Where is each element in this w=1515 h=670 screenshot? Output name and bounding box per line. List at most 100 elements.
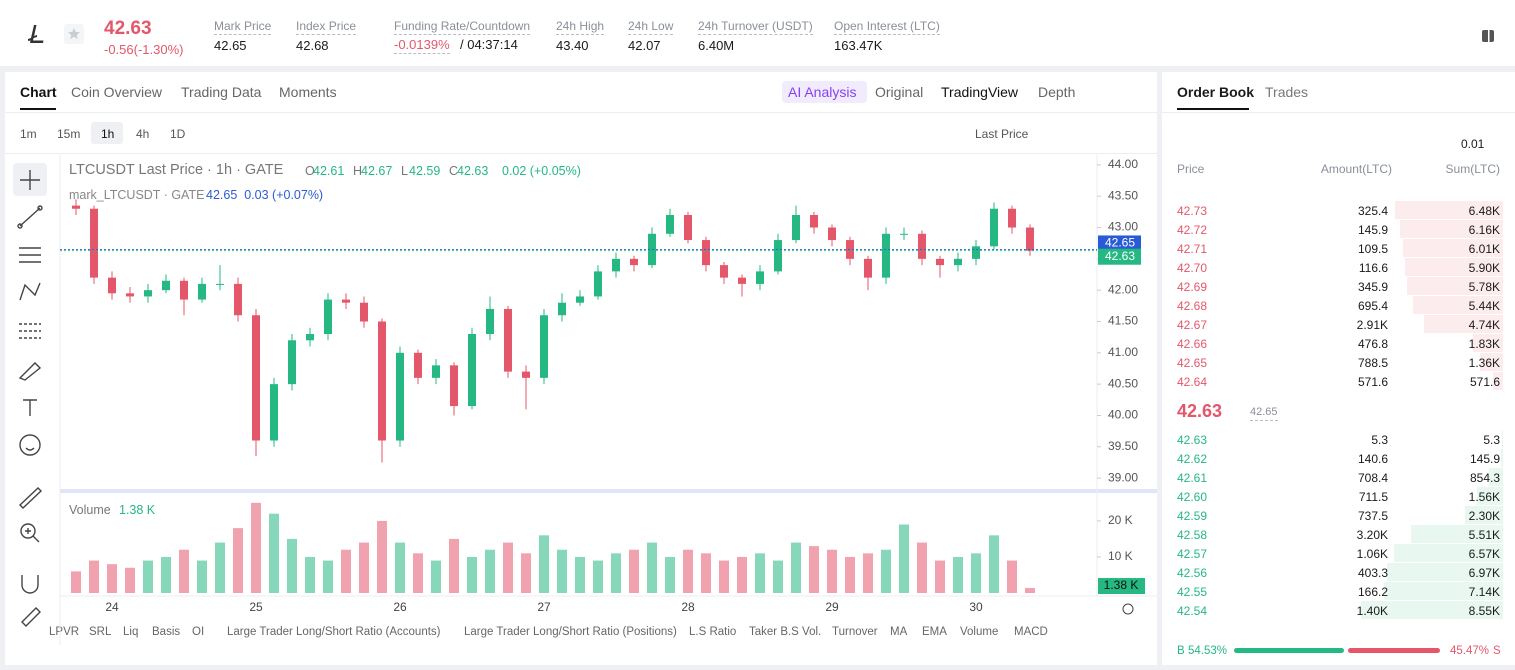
stat-value: 163.47K [834,38,883,53]
indicator[interactable]: EMA [922,626,947,638]
y-tick-label: 41.50 [1108,314,1138,328]
book-price[interactable]: 42.58 [1177,528,1208,542]
depth-bar [1501,449,1503,467]
stat-label[interactable]: 24h High [556,19,605,35]
candle-body [792,215,800,241]
volume-bar [935,560,945,593]
indicator[interactable]: MA [890,626,908,638]
sell-bar [1348,648,1440,653]
book-price[interactable]: 42.66 [1177,337,1208,351]
book-price[interactable]: 42.67 [1177,318,1208,332]
price-marker [1098,248,1141,265]
y-tick-label: 40.50 [1108,376,1138,390]
candle-body [126,293,134,297]
chart-tab[interactable]: Coin Overview [71,84,163,100]
timeframe[interactable]: 4h [136,127,150,141]
timeframe[interactable]: 15m [57,127,81,141]
book-price[interactable]: 42.60 [1177,490,1208,504]
favorite-star[interactable] [64,24,84,44]
indicator[interactable]: Turnover [832,626,878,638]
book-price[interactable]: 42.70 [1177,261,1208,275]
stat-label[interactable]: Open Interest (LTC) [834,19,940,35]
book-amount: 403.3 [1357,566,1388,580]
book-price[interactable]: 42.73 [1177,204,1208,218]
indicator[interactable]: SRL [89,626,112,638]
candle-body [486,308,494,335]
book-price[interactable]: 42.64 [1177,375,1208,389]
price-source[interactable]: Last Price [975,127,1029,141]
book-price[interactable]: 42.65 [1177,356,1208,370]
chart-tab[interactable]: Chart [20,84,57,100]
indicator[interactable]: Liq [123,626,139,638]
volume-bar [107,564,117,593]
stat-label[interactable]: Index Price [296,19,357,35]
indicator[interactable]: Volume [960,626,999,638]
candle-body [828,227,836,241]
precision[interactable]: 0.01 [1461,137,1485,151]
book-price[interactable]: 42.69 [1177,280,1208,294]
book-amount: 345.9 [1357,280,1388,294]
book-icon[interactable] [1480,28,1496,44]
legend-title: LTCUSDT Last Price · 1h · GATE [69,162,284,178]
x-tick-label: 25 [249,600,263,614]
chart-tab[interactable]: Moments [279,84,337,100]
book-price[interactable]: 42.71 [1177,242,1208,256]
book-tab[interactable]: Order Book [1177,84,1255,100]
book-price[interactable]: 42.56 [1177,566,1208,580]
ai-tab[interactable]: AI Analysis [788,84,857,100]
stat-label[interactable]: 24h Low [628,19,674,35]
book-amount: 325.4 [1357,204,1388,218]
candle-body [198,283,206,300]
volume-title: Volume [69,503,111,517]
timeframe[interactable]: 1D [170,127,186,141]
indicator[interactable]: MACD [1014,626,1048,638]
candle-body [594,271,602,297]
legend-value: 42.63 [457,164,489,178]
stat-label[interactable]: Funding Rate/Countdown [394,19,531,35]
x-tick-label: 29 [825,600,839,614]
depth-bar [1403,239,1503,257]
indicator[interactable]: Taker B.S Vol. [749,626,822,638]
book-price[interactable]: 42.63 [1177,433,1208,447]
view-tab[interactable]: Depth [1038,84,1076,100]
chart-tab[interactable]: Trading Data [181,84,262,100]
legend-value: 42.59 [409,164,441,178]
indicator[interactable]: Basis [152,626,181,638]
book-tab[interactable]: Trades [1265,84,1309,100]
candle-body [882,233,890,278]
indicator[interactable]: OI [192,626,205,638]
stat-label[interactable]: 24h Turnover (USDT) [698,19,813,35]
timeframe[interactable]: 1m [20,127,37,141]
candle-body [684,215,692,241]
view-tab[interactable]: Original [875,84,924,100]
view-tab[interactable]: TradingView [941,84,1019,100]
book-price[interactable]: 42.61 [1177,471,1208,485]
timeframe[interactable]: 1h [101,127,115,141]
candle-body [720,265,728,278]
volume-bar [143,560,153,593]
price-marker-label: 42.65 [1105,236,1135,250]
book-price[interactable]: 42.72 [1177,223,1208,237]
candle-body [540,315,548,378]
book-price[interactable]: 42.68 [1177,299,1208,313]
indicator[interactable]: L.S Ratio [689,626,737,638]
drawing-tools[interactable] [13,163,47,627]
depth-bar [1489,468,1503,486]
indicator[interactable]: LPVR [49,626,80,638]
volume-bar [899,524,909,593]
indicator[interactable]: Large Trader Long/Short Ratio (Positions… [464,626,677,638]
book-price[interactable]: 42.59 [1177,509,1208,523]
book-price[interactable]: 42.62 [1177,452,1208,466]
column-head: Price [1177,162,1205,176]
stat-label[interactable]: Mark Price [214,19,272,35]
candle-body [864,258,872,278]
book-price[interactable]: 42.57 [1177,547,1208,561]
indicator[interactable]: Large Trader Long/Short Ratio (Accounts) [227,626,441,638]
candle-body [1026,227,1034,251]
book-price[interactable]: 42.54 [1177,604,1208,618]
volume-bar [359,542,369,593]
book-price[interactable]: 42.55 [1177,585,1208,599]
volume-bar [467,556,477,593]
legend-change: 0.02 (+0.05%) [502,164,581,178]
